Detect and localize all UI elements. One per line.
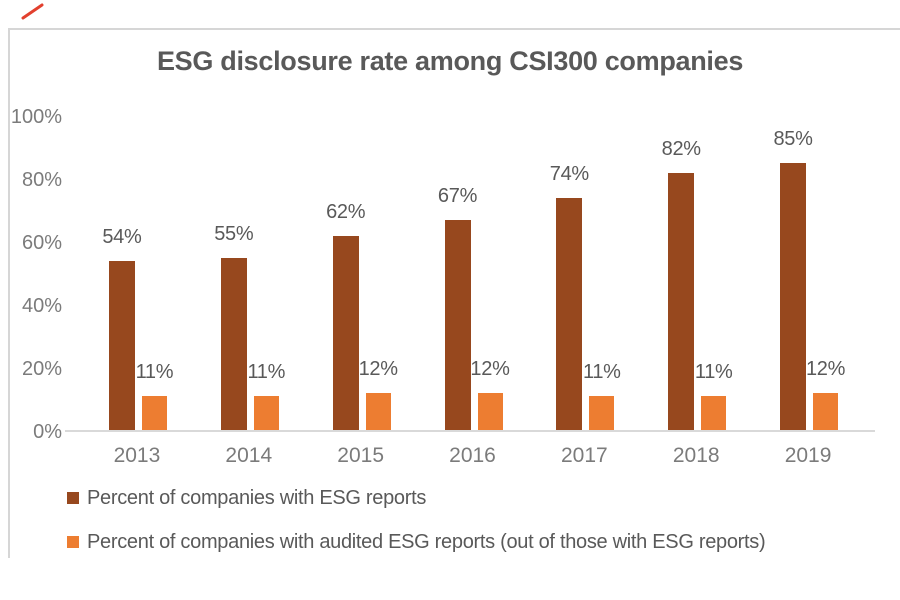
bar-label-esg-reports-2015: 62% (326, 200, 366, 223)
bar-audited-esg-reports-2013 (141, 396, 167, 431)
x-axis-label-2018: 2018 (672, 444, 720, 467)
x-axis-label-2015: 2015 (337, 444, 384, 467)
bar-label-esg-reports-2019: 85% (773, 128, 813, 151)
y-axis-tick-40%: 40% (21, 295, 62, 317)
bar-label-esg-reports-2018: 82% (661, 137, 701, 160)
legend-item-esg-reports: Percent of companies with ESG reports (67, 487, 765, 509)
x-axis-label-2014: 2014 (225, 444, 273, 467)
bar-esg-reports-2014 (220, 257, 247, 431)
y-axis-tick-20%: 20% (21, 358, 62, 380)
bar-label-audited-esg-reports-2016: 12% (470, 358, 510, 381)
chart-frame (8, 28, 900, 558)
chart-title: ESG disclosure rate among CSI300 compani… (156, 46, 744, 76)
legend: Percent of companies with ESG reports Pe… (67, 487, 766, 575)
bar-label-esg-reports-2013: 54% (102, 225, 142, 248)
bar-label-audited-esg-reports-2015: 12% (358, 358, 398, 381)
bar-audited-esg-reports-2015 (365, 393, 391, 431)
bar-esg-reports-2016 (444, 219, 471, 431)
legend-swatch-esg-reports-icon (67, 492, 79, 504)
bar-audited-esg-reports-2017 (589, 396, 615, 431)
bar-audited-esg-reports-2014 (253, 396, 279, 431)
bar-audited-esg-reports-2019 (813, 393, 839, 431)
legend-swatch-audited-esg-reports-icon (67, 536, 79, 548)
bar-esg-reports-2015 (332, 235, 359, 431)
x-axis-label-2017: 2017 (560, 444, 608, 467)
bar-label-audited-esg-reports-2017: 11% (583, 361, 621, 384)
bar-esg-reports-2013 (108, 260, 135, 431)
bar-esg-reports-2019 (780, 163, 807, 431)
x-axis-label-2019: 2019 (784, 444, 832, 467)
bar-label-audited-esg-reports-2013: 11% (135, 361, 174, 384)
legend-label-audited-esg-reports: Percent of companies with audited ESG re… (87, 530, 766, 553)
bar-esg-reports-2017 (556, 197, 583, 431)
x-axis-line (65, 430, 875, 432)
bar-label-audited-esg-reports-2019: 12% (805, 358, 846, 381)
red-pen-mark-icon (21, 3, 44, 20)
bar-label-audited-esg-reports-2014: 11% (247, 361, 286, 384)
legend-label-esg-reports: Percent of companies with ESG reports (87, 486, 427, 509)
x-axis-label-2016: 2016 (449, 444, 496, 467)
bar-label-esg-reports-2017: 74% (549, 162, 589, 185)
bar-label-esg-reports-2014: 55% (214, 222, 254, 245)
y-axis-tick-100%: 100% (10, 106, 62, 128)
bar-label-esg-reports-2016: 67% (437, 184, 478, 207)
y-axis-tick-0%: 0% (33, 421, 62, 443)
y-axis-tick-80%: 80% (21, 169, 62, 191)
bar-audited-esg-reports-2018 (701, 396, 727, 431)
bar-esg-reports-2018 (668, 172, 695, 431)
bar-audited-esg-reports-2016 (477, 393, 503, 431)
bar-label-audited-esg-reports-2018: 11% (694, 361, 733, 384)
x-axis-label-2013: 2013 (113, 444, 161, 467)
legend-item-audited-esg-reports: Percent of companies with audited ESG re… (67, 530, 766, 553)
y-axis-tick-60%: 60% (21, 232, 62, 254)
